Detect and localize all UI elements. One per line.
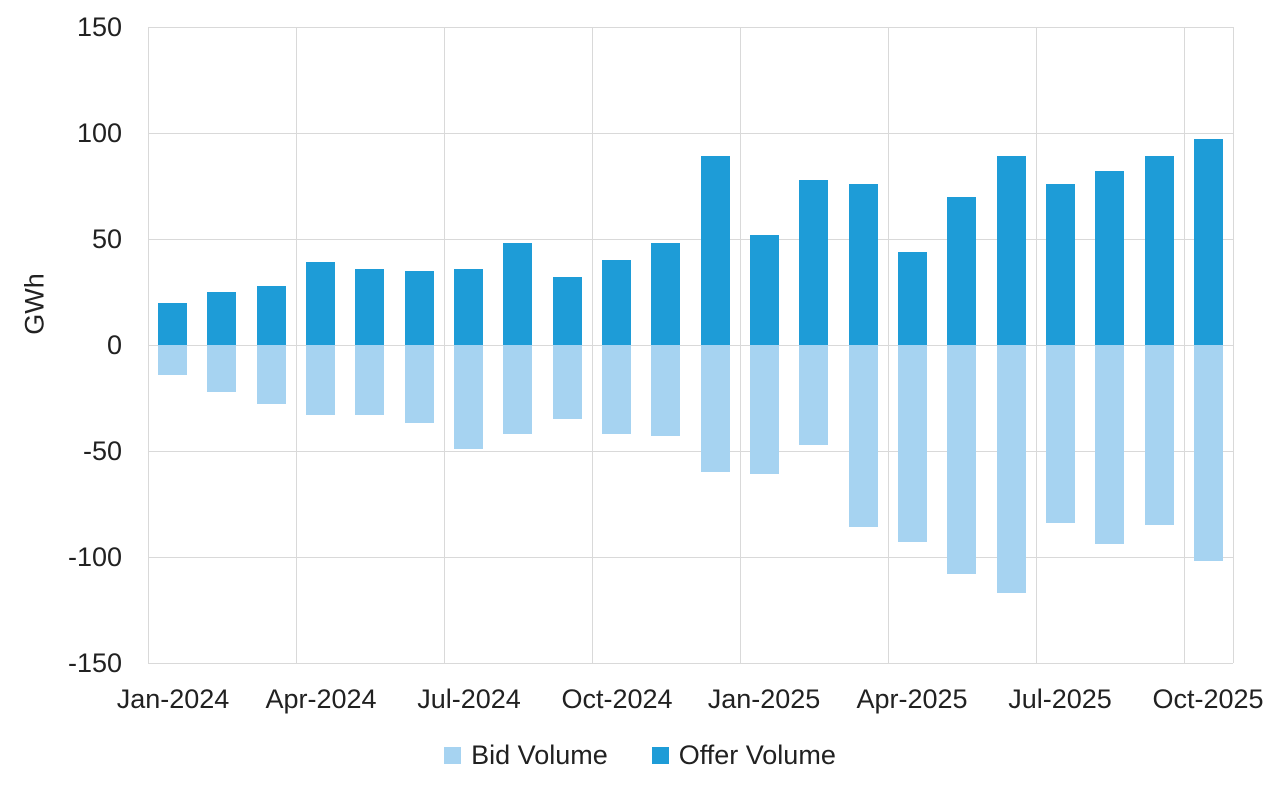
bar-offer-volume <box>405 271 434 345</box>
horizontal-gridline <box>148 557 1233 558</box>
legend-item-offer-volume: Offer Volume <box>651 740 836 771</box>
legend-swatch-bid-volume-icon <box>444 747 462 764</box>
y-tick-label: 50 <box>91 224 122 254</box>
bar-offer-volume <box>947 197 976 345</box>
bar-offer-volume <box>750 235 779 345</box>
x-tick-label: Jan-2025 <box>707 684 821 714</box>
bar-bid-volume <box>651 345 680 436</box>
bar-bid-volume <box>750 345 779 474</box>
legend-item-bid-volume: Bid Volume <box>444 740 608 771</box>
vertical-gridline <box>148 27 149 663</box>
bar-offer-volume <box>997 156 1026 345</box>
bar-bid-volume <box>1046 345 1075 523</box>
bar-bid-volume <box>454 345 483 449</box>
legend-label-offer-volume: Offer Volume <box>678 740 836 770</box>
bar-bid-volume <box>257 345 286 404</box>
x-tick-label: Apr-2025 <box>856 684 968 714</box>
bar-bid-volume <box>1095 345 1124 544</box>
vertical-gridline <box>740 27 741 663</box>
bar-bid-volume <box>158 345 187 375</box>
y-tick-label: 100 <box>76 118 122 148</box>
bar-offer-volume <box>849 184 878 345</box>
x-tick-label: Oct-2024 <box>561 684 673 714</box>
bar-offer-volume <box>257 286 286 345</box>
bar-offer-volume <box>1095 171 1124 345</box>
bar-bid-volume <box>701 345 730 472</box>
bar-offer-volume <box>651 243 680 345</box>
bar-offer-volume <box>454 269 483 345</box>
bar-bid-volume <box>355 345 384 415</box>
horizontal-gridline <box>148 451 1233 452</box>
y-tick-label: 0 <box>106 330 122 360</box>
horizontal-gridline <box>148 133 1233 134</box>
bar-bid-volume <box>405 345 434 423</box>
x-tick-label: Jul-2025 <box>1008 684 1112 714</box>
horizontal-gridline <box>148 239 1233 240</box>
bar-bid-volume <box>799 345 828 445</box>
vertical-gridline <box>1184 27 1185 663</box>
vertical-gridline <box>296 27 297 663</box>
x-tick-label: Oct-2025 <box>1152 684 1264 714</box>
y-tick-label: -150 <box>67 648 122 678</box>
y-tick-label: 150 <box>76 12 122 42</box>
bar-offer-volume <box>553 277 582 345</box>
bar-bid-volume <box>207 345 236 392</box>
bar-offer-volume <box>1194 139 1223 345</box>
bar-bid-volume <box>1145 345 1174 525</box>
legend: Bid Volume Offer Volume <box>0 740 1280 771</box>
bar-bid-volume <box>947 345 976 574</box>
bar-offer-volume <box>1145 156 1174 345</box>
bar-bid-volume <box>898 345 927 542</box>
bar-bid-volume <box>997 345 1026 593</box>
y-tick-label: -50 <box>82 436 122 466</box>
bar-offer-volume <box>207 292 236 345</box>
vertical-gridline <box>444 27 445 663</box>
bar-bid-volume <box>602 345 631 434</box>
horizontal-gridline <box>148 345 1233 346</box>
x-tick-label: Jan-2024 <box>116 684 230 714</box>
bar-offer-volume <box>355 269 384 345</box>
legend-label-bid-volume: Bid Volume <box>471 740 608 770</box>
bar-offer-volume <box>799 180 828 345</box>
bar-offer-volume <box>701 156 730 345</box>
vertical-gridline <box>888 27 889 663</box>
vertical-gridline <box>1233 27 1234 663</box>
horizontal-gridline <box>148 27 1233 28</box>
x-tick-label: Apr-2024 <box>265 684 377 714</box>
bar-offer-volume <box>158 303 187 345</box>
horizontal-gridline <box>148 663 1233 664</box>
bar-bid-volume <box>306 345 335 415</box>
plot-area <box>148 27 1234 664</box>
bar-bid-volume <box>553 345 582 419</box>
bar-offer-volume <box>1046 184 1075 345</box>
vertical-gridline <box>592 27 593 663</box>
bar-bid-volume <box>849 345 878 527</box>
bar-bid-volume <box>503 345 532 434</box>
y-tick-label: -100 <box>67 542 122 572</box>
vertical-gridline <box>1036 27 1037 663</box>
bar-offer-volume <box>306 262 335 345</box>
bar-bid-volume <box>1194 345 1223 561</box>
bar-offer-volume <box>503 243 532 345</box>
y-axis-title: GWh <box>19 273 50 335</box>
legend-swatch-offer-volume-icon <box>651 747 669 764</box>
bar-offer-volume <box>898 252 927 345</box>
bar-offer-volume <box>602 260 631 345</box>
x-tick-label: Jul-2024 <box>417 684 521 714</box>
